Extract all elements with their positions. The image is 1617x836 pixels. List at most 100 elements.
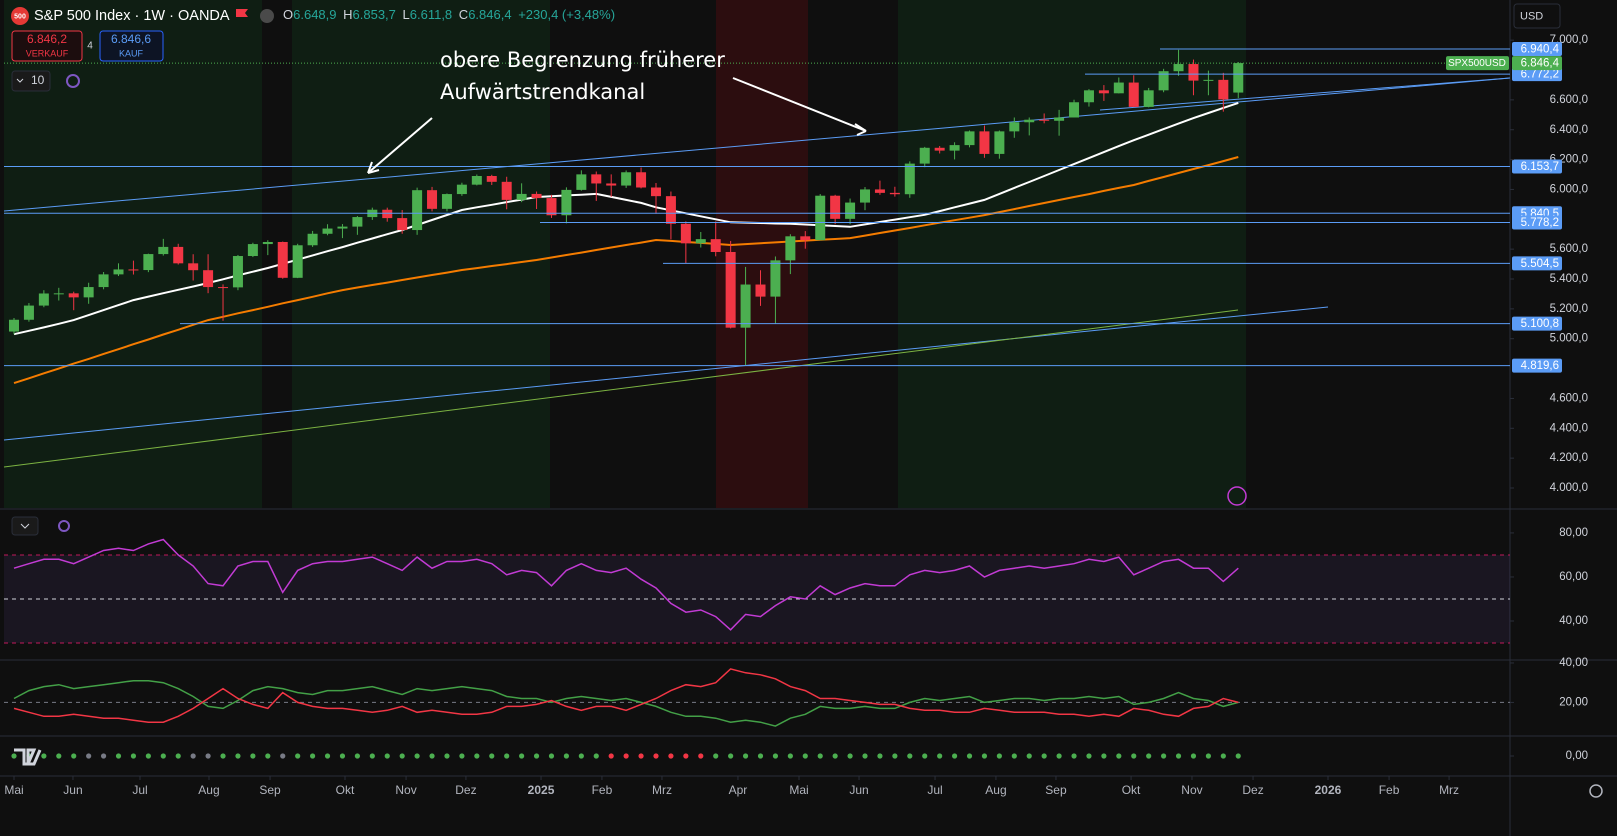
- candle-body: [800, 236, 811, 241]
- sell-button[interactable]: 6.846,2 VERKAUF: [11, 30, 83, 62]
- symbol-box: [1446, 56, 1509, 71]
- candle-body: [1158, 71, 1169, 91]
- signal-dot: [1041, 753, 1047, 759]
- signal-dot: [922, 753, 928, 759]
- candle-body: [904, 163, 915, 195]
- signal-dot: [71, 753, 77, 759]
- signal-dot: [354, 753, 360, 759]
- signal-dot: [175, 753, 181, 759]
- currency-button[interactable]: USD: [1513, 3, 1561, 29]
- settings-icon[interactable]: [1589, 784, 1603, 798]
- symbol-label: SPX500USD: [1448, 58, 1506, 69]
- trend-line: [3, 309, 1239, 468]
- candle-body: [994, 131, 1005, 154]
- signal-dot: [1205, 753, 1211, 759]
- signal-dot: [966, 753, 973, 759]
- signal-dot: [862, 753, 868, 759]
- candle-body: [9, 319, 19, 332]
- signal-dot: [205, 753, 211, 759]
- candle-body: [113, 269, 124, 275]
- signal-dot: [996, 753, 1002, 759]
- candle-body: [23, 305, 34, 320]
- signal-dot: [757, 753, 764, 759]
- ohlc-value: 6.846,4: [468, 7, 511, 22]
- candle-body: [740, 284, 751, 328]
- level-label-box: [1512, 67, 1562, 82]
- indicator-box[interactable]: [11, 70, 51, 92]
- x-tick-label: Feb: [592, 783, 613, 797]
- symbol-title[interactable]: S&P 500 Index · 1W · OANDA: [34, 8, 230, 24]
- currency: USD: [1520, 10, 1543, 22]
- toggle[interactable]: [260, 9, 274, 23]
- signal-dot: [429, 753, 435, 759]
- signal-dot: [563, 753, 570, 759]
- arrow-head: [367, 161, 380, 174]
- buy-button[interactable]: 6.846,6 KAUF: [99, 30, 164, 62]
- signal-dot: [1086, 753, 1092, 759]
- signal-dot: [683, 753, 689, 759]
- signal-dot: [369, 753, 375, 759]
- arrow: [367, 117, 433, 174]
- x-tick-label: Mai: [4, 783, 23, 797]
- indicator-line: [13, 538, 1239, 631]
- y-tick-label: 5.600,0: [1550, 243, 1588, 255]
- ohlc-value: 6.853,7: [353, 7, 396, 22]
- signal-dot: [11, 753, 17, 759]
- ohlc-key: C: [459, 7, 468, 22]
- change: +230,4 (+3,48%): [518, 7, 615, 22]
- candle-body: [1039, 119, 1050, 121]
- candle-body: [83, 287, 94, 298]
- candle-body: [203, 270, 214, 288]
- x-tick-label: Apr: [729, 783, 748, 797]
- sync-icon[interactable]: [58, 520, 70, 532]
- arrow: [732, 77, 867, 132]
- signal-dot: [742, 753, 749, 759]
- indicator-toggle[interactable]: 10: [11, 70, 51, 92]
- level-label-box: [1512, 358, 1562, 373]
- candle-body: [1128, 82, 1139, 107]
- signal-dot: [100, 753, 107, 759]
- trend-line: [1099, 77, 1511, 111]
- level-label: 6.940,4: [1521, 44, 1560, 56]
- candle-body: [1203, 79, 1214, 81]
- y-tick-label: 6.400,0: [1550, 124, 1588, 136]
- candle-body: [1113, 82, 1124, 94]
- alert-icon[interactable]: [1227, 486, 1247, 506]
- candle-body: [516, 193, 527, 200]
- price-axis-bg: [1510, 0, 1617, 836]
- signal-dot: [190, 753, 196, 759]
- signal-dot: [399, 753, 405, 759]
- signal-dot: [41, 753, 47, 759]
- signal-dot: [1011, 753, 1017, 759]
- flag-icon[interactable]: [236, 9, 248, 17]
- x-tick-label: Sep: [259, 783, 281, 797]
- signal-dot: [414, 753, 420, 759]
- currency-box[interactable]: [1513, 3, 1561, 29]
- sell-box[interactable]: [11, 30, 83, 62]
- candle-body: [173, 246, 184, 264]
- candle-body: [815, 195, 826, 241]
- ohlc-key: H: [343, 7, 352, 22]
- candle-body: [471, 176, 482, 185]
- signal-dot: [817, 753, 823, 759]
- candle-body: [232, 256, 243, 288]
- level-label: 5.100,8: [1521, 318, 1559, 330]
- candle-body: [188, 263, 199, 271]
- moving-average: [13, 101, 1239, 336]
- signal-dot: [474, 753, 480, 759]
- signal-dot: [115, 753, 122, 759]
- signal-dot: [593, 753, 599, 759]
- signal-dot: [56, 753, 62, 759]
- level-label: 6.153,7: [1521, 161, 1559, 173]
- sync-icon[interactable]: [66, 74, 80, 88]
- signal-dot: [847, 753, 853, 759]
- signal-dot: [548, 753, 555, 759]
- buy-box[interactable]: [99, 30, 164, 62]
- signal-dot: [1071, 753, 1077, 759]
- collapse-button[interactable]: [11, 516, 39, 536]
- level-label-box: [1512, 215, 1562, 230]
- y-tick-label: 5.200,0: [1550, 303, 1588, 315]
- candle-body: [546, 198, 557, 216]
- candle-body: [979, 131, 990, 154]
